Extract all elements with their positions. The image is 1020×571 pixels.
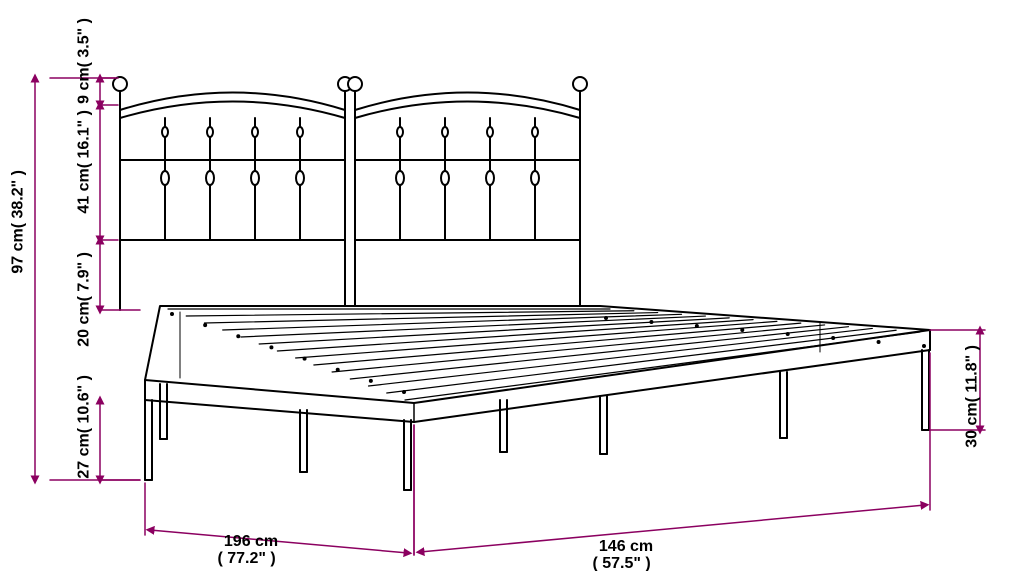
dim-146cm-in: ( 57.5" ) xyxy=(592,555,650,571)
dim-196cm-in: ( 77.2" ) xyxy=(217,550,275,567)
dim-97cm-cm: 97 cm xyxy=(10,228,27,273)
dim-146cm-cm: 146 cm xyxy=(599,538,653,555)
dim-97cm-in: ( 38.2" ) xyxy=(10,170,27,228)
dim-20cm-cm: 20 cm xyxy=(76,301,93,346)
dim-20cm-in: ( 7.9" ) xyxy=(76,252,93,301)
dim-20cm: 20 cm( 7.9" ) xyxy=(58,252,93,356)
dim-27cm-cm: 27 cm xyxy=(76,433,93,478)
dim-30cm: 30 cm( 11.8" ) xyxy=(946,345,981,457)
dim-30cm-cm: 30 cm xyxy=(964,402,981,447)
dim-9cm-cm: 9 cm xyxy=(76,67,93,103)
dim-41cm: 41 cm( 16.1" ) xyxy=(58,110,93,223)
dim-41cm-in: ( 16.1" ) xyxy=(76,110,93,168)
dim-30cm-in: ( 11.8" ) xyxy=(964,345,981,402)
dim-27cm: 27 cm( 10.6" ) xyxy=(58,375,93,488)
dim-27cm-in: ( 10.6" ) xyxy=(76,375,93,433)
dim-9cm: 9 cm( 3.5" ) xyxy=(58,18,93,113)
dim-146cm: 146 cm( 57.5" ) xyxy=(590,520,653,571)
dim-97cm: 97 cm( 38.2" ) xyxy=(0,170,27,283)
dim-41cm-cm: 41 cm xyxy=(76,168,93,213)
dim-9cm-in: ( 3.5" ) xyxy=(76,18,93,67)
dim-196cm-cm: 196 cm xyxy=(224,533,278,550)
dim-196cm: 196 cm( 77.2" ) xyxy=(215,515,278,568)
